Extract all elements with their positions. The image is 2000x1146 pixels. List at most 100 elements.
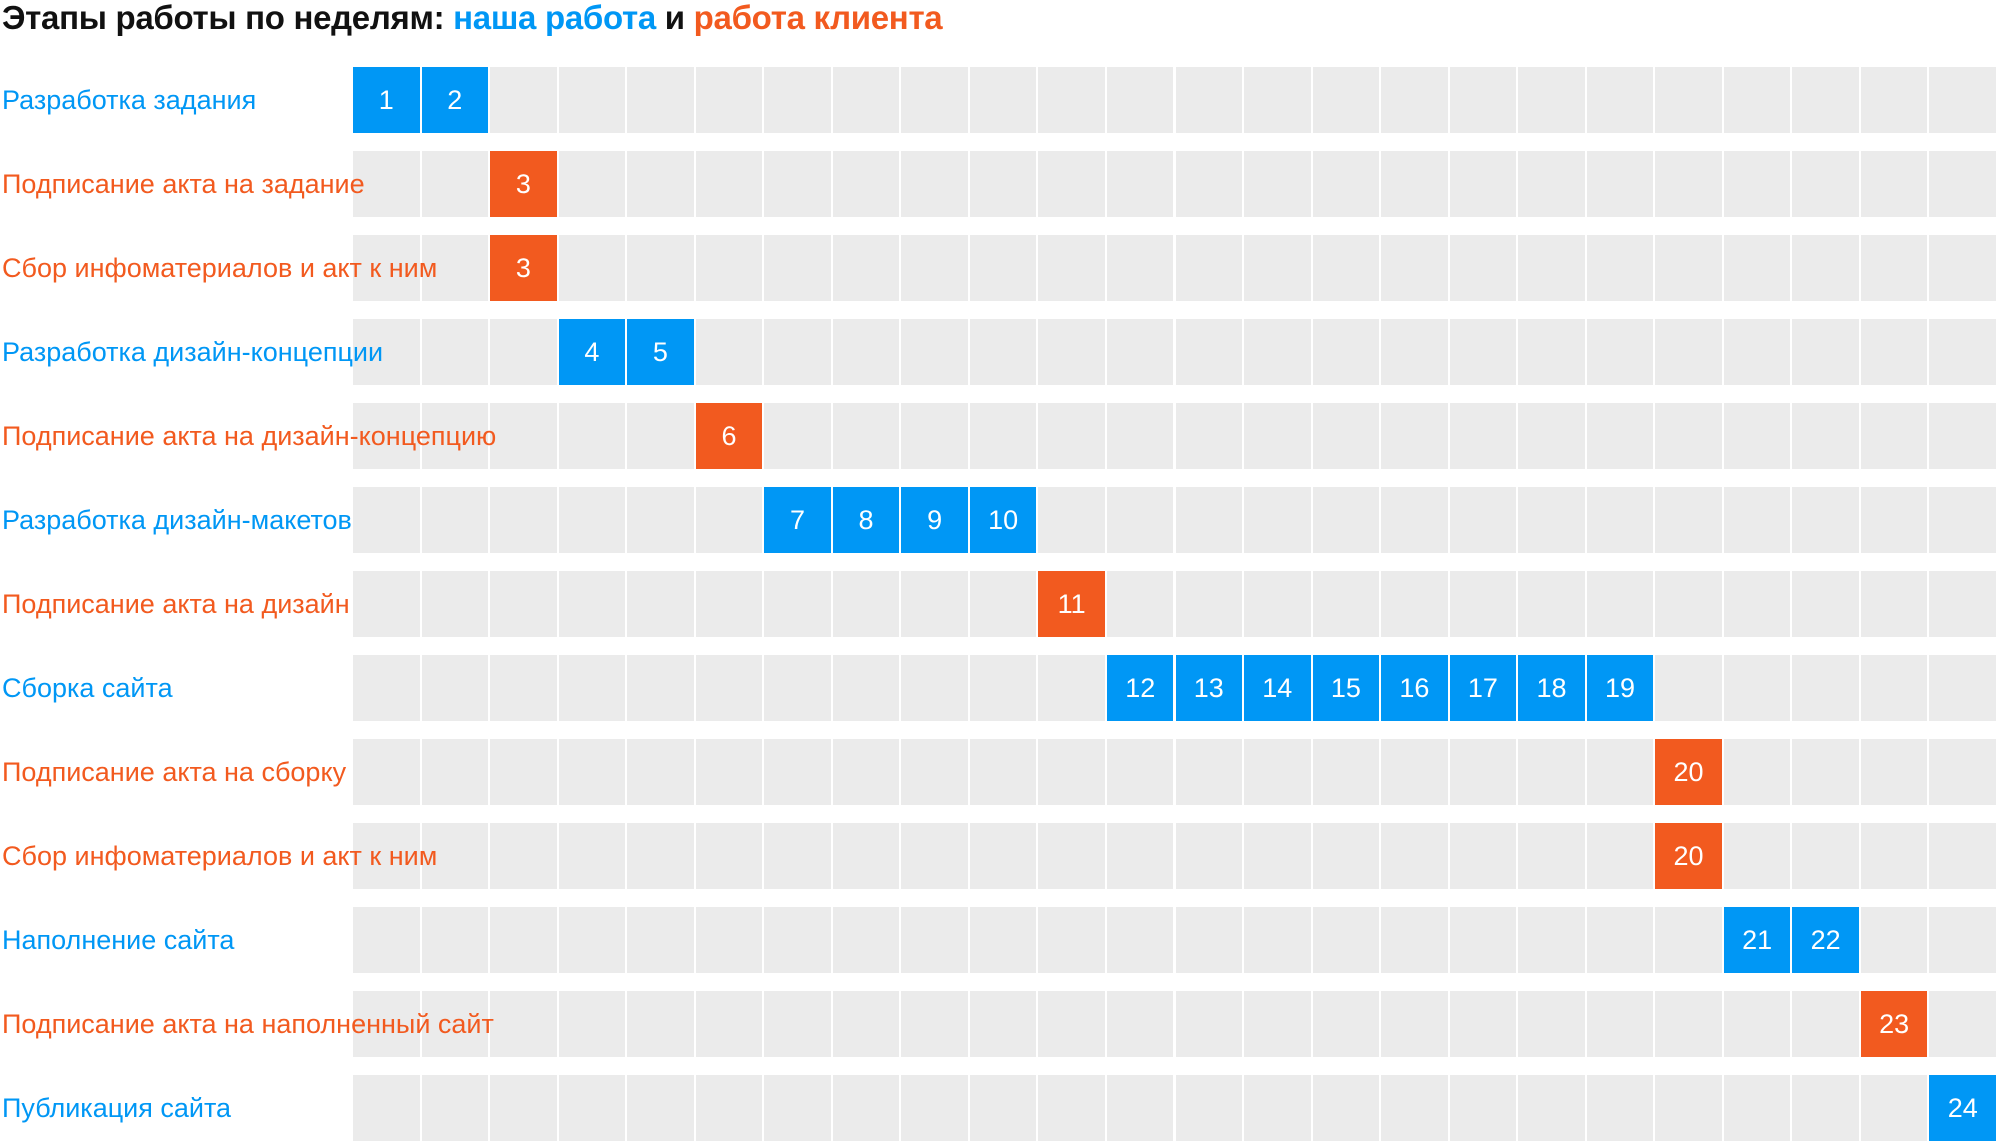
grid-cell xyxy=(1518,823,1585,889)
grid-cell xyxy=(558,655,626,721)
grid-cell xyxy=(421,235,489,301)
grid-cell xyxy=(1449,991,1517,1057)
grid-cell xyxy=(1723,739,1791,805)
task-label: Разработка дизайн-макетов xyxy=(2,505,352,535)
grid-cell xyxy=(1449,1075,1517,1141)
grid-cell xyxy=(1381,823,1448,889)
grid-cell xyxy=(490,67,557,133)
grid-cell xyxy=(1723,1075,1791,1141)
grid-cell xyxy=(353,571,420,637)
grid-cell xyxy=(1792,235,1859,301)
grid-cell xyxy=(353,907,420,973)
grid-cell xyxy=(353,991,420,1057)
grid-cell xyxy=(1518,151,1585,217)
grid-cell xyxy=(832,235,900,301)
grid-cell xyxy=(1312,151,1380,217)
week-bar: 20 xyxy=(1655,739,1722,805)
week-bar: 5 xyxy=(627,319,694,385)
grid-cell xyxy=(1655,487,1722,553)
grid-cell xyxy=(1518,991,1585,1057)
grid-cell xyxy=(1106,739,1174,805)
grid-cell xyxy=(1175,319,1243,385)
grid-cell xyxy=(1655,991,1722,1057)
grid-cell xyxy=(1655,151,1722,217)
grid-cell xyxy=(1860,1075,1928,1141)
grid-cell xyxy=(490,1075,557,1141)
week-bar: 14 xyxy=(1244,655,1311,721)
grid-cell xyxy=(969,151,1037,217)
grid-cell xyxy=(1586,151,1654,217)
grid-cell xyxy=(1038,151,1105,217)
grid-cell xyxy=(1381,1075,1448,1141)
grid-cell xyxy=(901,151,968,217)
grid-cell xyxy=(421,487,489,553)
week-bar: 13 xyxy=(1175,655,1243,721)
grid-cell xyxy=(695,487,763,553)
week-bar: 3 xyxy=(490,235,557,301)
grid-cell xyxy=(695,1075,763,1141)
grid-cell xyxy=(1929,991,1996,1057)
grid-cell xyxy=(1175,151,1243,217)
grid-cell xyxy=(1655,1075,1722,1141)
grid-cell xyxy=(969,739,1037,805)
grid-cell xyxy=(558,739,626,805)
grid-cell xyxy=(832,823,900,889)
grid-cell xyxy=(1860,487,1928,553)
task-label: Наполнение сайта xyxy=(2,925,235,955)
grid-cell xyxy=(353,151,420,217)
grid-cell xyxy=(1175,907,1243,973)
grid-cell xyxy=(421,991,489,1057)
grid-cell xyxy=(901,1075,968,1141)
grid-cell xyxy=(901,655,968,721)
week-bar: 19 xyxy=(1586,655,1654,721)
grid-cell xyxy=(1449,235,1517,301)
task-label: Разработка задания xyxy=(2,85,257,115)
grid-cell xyxy=(1723,823,1791,889)
grid-cell xyxy=(1038,739,1105,805)
grid-cell xyxy=(353,319,420,385)
grid-cell xyxy=(901,823,968,889)
grid-cell xyxy=(1244,907,1311,973)
grid-cell xyxy=(558,403,626,469)
week-bar: 9 xyxy=(901,487,968,553)
week-bar: 23 xyxy=(1860,991,1928,1057)
grid-cell xyxy=(1586,907,1654,973)
grid-cell xyxy=(764,907,831,973)
grid-cell xyxy=(1175,1075,1243,1141)
title-connector: и xyxy=(664,0,685,36)
grid-cell xyxy=(1106,67,1174,133)
grid-cell xyxy=(1792,151,1859,217)
grid-cell xyxy=(901,319,968,385)
grid-cell xyxy=(1038,67,1105,133)
grid-cell xyxy=(1381,235,1448,301)
grid-cell xyxy=(421,907,489,973)
grid-cell xyxy=(353,823,420,889)
grid-cell xyxy=(1175,235,1243,301)
grid-cell xyxy=(1929,907,1996,973)
grid-cell xyxy=(1586,571,1654,637)
grid-cell xyxy=(1175,571,1243,637)
grid-cell xyxy=(1381,907,1448,973)
grid-cell xyxy=(1929,319,1996,385)
grid-cell xyxy=(969,991,1037,1057)
grid-cell xyxy=(1038,655,1105,721)
grid-cell xyxy=(1655,67,1722,133)
grid-cell xyxy=(1038,991,1105,1057)
task-label: Подписание акта на задание xyxy=(2,169,365,199)
grid-cell xyxy=(832,67,900,133)
grid-cell xyxy=(1381,403,1448,469)
grid-cell xyxy=(1860,571,1928,637)
grid-cell xyxy=(1381,319,1448,385)
grid-cell xyxy=(353,235,420,301)
grid-cell xyxy=(490,571,557,637)
grid-cell xyxy=(1038,823,1105,889)
grid-cell xyxy=(353,1075,420,1141)
grid-cell xyxy=(1244,571,1311,637)
grid-cell xyxy=(695,739,763,805)
grid-cell xyxy=(490,487,557,553)
grid-cell xyxy=(490,655,557,721)
grid-cell xyxy=(1244,151,1311,217)
grid-cell xyxy=(1244,67,1311,133)
grid-cell xyxy=(1723,151,1791,217)
grid-cell xyxy=(1860,907,1928,973)
